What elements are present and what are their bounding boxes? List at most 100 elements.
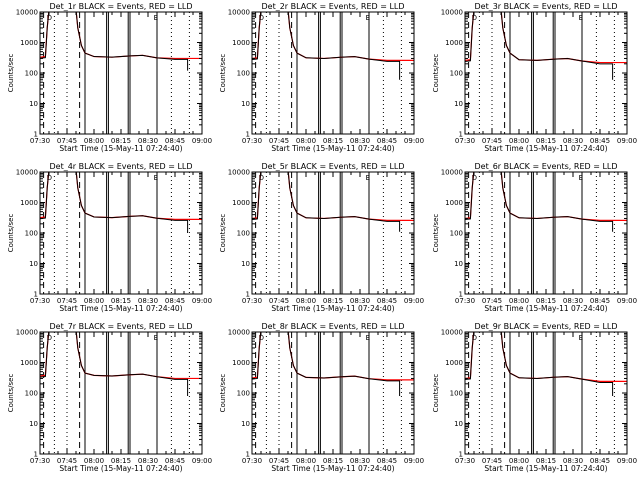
lld-series-line xyxy=(465,332,627,383)
events-series-line xyxy=(252,172,401,232)
y-tick-label: 10000 xyxy=(441,329,463,337)
y-tick-label: 10 xyxy=(29,260,38,268)
x-tick-label: 09:00 xyxy=(192,297,212,305)
y-tick-label: 10 xyxy=(454,260,463,268)
y-tick-label: 1000 xyxy=(232,39,250,47)
y-tick-label: 1 xyxy=(34,451,38,459)
y-tick-label: 10 xyxy=(29,100,38,108)
y-tick-label: 10000 xyxy=(228,169,250,177)
y-tick-label: 10 xyxy=(454,420,463,428)
x-tick-label: 08:15 xyxy=(536,457,556,465)
plot-frame xyxy=(39,171,203,295)
events-series-line xyxy=(465,332,614,396)
x-tick-label: 08:45 xyxy=(590,137,610,145)
x-tick-label: 08:00 xyxy=(296,297,316,305)
marker-label-e: E xyxy=(366,14,370,22)
lld-series-line xyxy=(465,172,627,221)
x-tick-label: 08:45 xyxy=(590,297,610,305)
x-tick-label: 08:00 xyxy=(84,137,104,145)
y-axis-label: Counts/sec xyxy=(7,214,15,253)
panel-title: Det_8r BLACK = Events, RED = LLD xyxy=(261,322,404,331)
x-tick-label: 08:00 xyxy=(509,457,529,465)
y-tick-label: 10000 xyxy=(228,9,250,17)
y-tick-label: 1000 xyxy=(20,199,38,207)
y-tick-label: 1000 xyxy=(20,39,38,47)
x-tick-label: 07:45 xyxy=(482,137,502,145)
y-tick-label: 10000 xyxy=(228,329,250,337)
y-tick-label: 10 xyxy=(454,100,463,108)
x-tick-label: 09:00 xyxy=(192,457,212,465)
x-tick-label: 08:30 xyxy=(563,457,583,465)
marker-label-e: E xyxy=(154,334,158,342)
y-tick-label: 100 xyxy=(25,230,38,238)
y-axis-label: Counts/sec xyxy=(432,54,440,93)
x-tick-label: 08:45 xyxy=(165,297,185,305)
x-axis-label: Start Time (15-May-11 07:24:40) xyxy=(59,144,182,153)
panel-title: Det_2r BLACK = Events, RED = LLD xyxy=(261,2,404,11)
lld-series-line xyxy=(252,172,414,221)
marker-label-d: D xyxy=(472,174,477,182)
x-tick-label: 07:30 xyxy=(455,457,475,465)
y-axis-label: Counts/sec xyxy=(7,54,15,93)
x-tick-label: 08:45 xyxy=(165,457,185,465)
y-tick-label: 1 xyxy=(459,291,463,299)
y-tick-label: 100 xyxy=(25,390,38,398)
y-tick-label: 1 xyxy=(34,291,38,299)
x-tick-label: 08:45 xyxy=(165,137,185,145)
x-tick-label: 09:00 xyxy=(192,137,212,145)
x-tick-label: 08:30 xyxy=(350,457,370,465)
plot-frame xyxy=(251,171,415,295)
marker-label-d: D xyxy=(47,174,52,182)
x-tick-label: 08:30 xyxy=(138,297,158,305)
y-tick-label: 1 xyxy=(34,131,38,139)
x-tick-label: 08:30 xyxy=(563,297,583,305)
marker-label-e: E xyxy=(579,174,583,182)
x-tick-label: 07:45 xyxy=(482,457,502,465)
panel-title: Det_3r BLACK = Events, RED = LLD xyxy=(474,2,617,11)
plot-frame xyxy=(251,331,415,455)
x-tick-label: 08:15 xyxy=(111,297,131,305)
x-axis-label: Start Time (15-May-11 07:24:40) xyxy=(59,304,182,313)
lld-series-line xyxy=(252,332,414,381)
x-tick-label: 07:45 xyxy=(482,297,502,305)
panel-title: Det_1r BLACK = Events, RED = LLD xyxy=(49,2,192,11)
events-series-line xyxy=(252,332,401,396)
y-tick-label: 10000 xyxy=(16,169,38,177)
y-tick-label: 1000 xyxy=(232,199,250,207)
y-tick-label: 100 xyxy=(450,70,463,78)
lld-series-line xyxy=(465,12,627,64)
x-tick-label: 07:45 xyxy=(57,457,77,465)
x-tick-label: 08:00 xyxy=(509,297,529,305)
x-axis-label: Start Time (15-May-11 07:24:40) xyxy=(484,304,607,313)
marker-label-d: D xyxy=(259,334,264,342)
y-axis-label: Counts/sec xyxy=(432,214,440,253)
x-axis-label: Start Time (15-May-11 07:24:40) xyxy=(484,144,607,153)
y-tick-label: 1 xyxy=(246,451,250,459)
x-tick-label: 09:00 xyxy=(404,457,424,465)
plot-frame xyxy=(464,331,628,455)
y-tick-label: 1000 xyxy=(445,39,463,47)
plot-frame xyxy=(39,331,203,455)
y-tick-label: 10 xyxy=(241,260,250,268)
x-tick-label: 07:30 xyxy=(242,297,262,305)
x-tick-label: 08:30 xyxy=(350,137,370,145)
x-tick-label: 08:45 xyxy=(377,297,397,305)
events-series-line xyxy=(252,12,401,80)
y-tick-label: 1 xyxy=(459,451,463,459)
events-series-line xyxy=(40,12,189,71)
events-series-line xyxy=(40,332,189,396)
y-tick-label: 10000 xyxy=(16,9,38,17)
y-tick-label: 10000 xyxy=(441,9,463,17)
events-series-line xyxy=(465,172,614,232)
y-tick-label: 100 xyxy=(237,70,250,78)
marker-label-d: D xyxy=(259,174,264,182)
